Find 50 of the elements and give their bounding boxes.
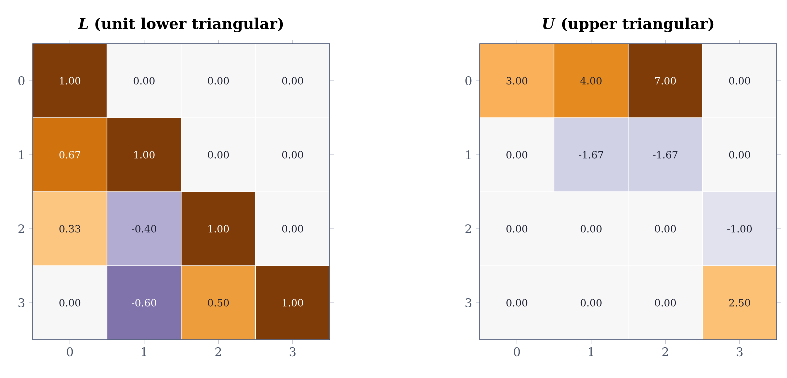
chart-title: L (unit lower triangular) (78, 18, 284, 32)
x-tick-label: 2 (216, 348, 222, 356)
y-tick-label: 1 (19, 150, 24, 160)
data-label: 0.00 (655, 225, 676, 233)
data-label: 0.00 (729, 151, 750, 159)
data-label: 0.00 (60, 299, 81, 307)
data-label: 1.00 (283, 299, 304, 307)
data-label: -0.40 (132, 225, 156, 233)
chart-title: U (upper triangular) (543, 18, 714, 32)
x-tick-label: 2 (662, 348, 668, 356)
data-label: 0.00 (506, 299, 528, 307)
y-tick-label: 1 (466, 150, 471, 160)
x-tick-label: 1 (589, 348, 594, 356)
x-tick-label: 0 (67, 348, 74, 357)
data-label: -1.67 (653, 151, 678, 159)
data-label: 1.00 (134, 151, 155, 159)
y-tick-label: 2 (466, 224, 472, 234)
data-label: 0.00 (282, 225, 304, 233)
x-tick-label: 1 (142, 348, 146, 356)
data-label: 1.00 (60, 77, 81, 85)
y-tick-label: 2 (18, 224, 24, 234)
data-label: 0.00 (580, 299, 602, 307)
data-label: 0.00 (282, 77, 304, 85)
data-label: -1.00 (728, 225, 752, 233)
data-label: 0.00 (655, 299, 676, 307)
data-label: 0.50 (208, 299, 230, 307)
data-label: -0.60 (132, 299, 156, 307)
data-label: 0.00 (729, 77, 750, 85)
data-label: 0.00 (282, 151, 304, 159)
data-label: 1.00 (208, 225, 230, 233)
data-label: 0.67 (60, 151, 80, 159)
data-label: 3.00 (506, 77, 528, 85)
data-label: 0.00 (506, 151, 528, 159)
data-label: -1.67 (579, 151, 604, 159)
data-label: 0.00 (580, 225, 602, 233)
data-label: 2.50 (729, 299, 750, 307)
data-label: 4.00 (580, 77, 602, 85)
data-label: 7.00 (655, 77, 676, 85)
data-label: 0.00 (134, 77, 155, 85)
x-tick-label: 0 (514, 348, 520, 357)
data-label: 0.00 (208, 151, 230, 159)
y-tick-label: 3 (18, 298, 25, 308)
data-label: 0.00 (506, 225, 528, 233)
data-label: 0.33 (60, 225, 80, 233)
y-tick-label: 0 (466, 76, 472, 86)
y-tick-label: 3 (466, 298, 472, 308)
x-tick-label: 3 (736, 348, 743, 357)
x-tick-label: 3 (290, 348, 296, 357)
data-label: 0.00 (208, 77, 230, 85)
y-tick-label: 0 (18, 76, 25, 86)
